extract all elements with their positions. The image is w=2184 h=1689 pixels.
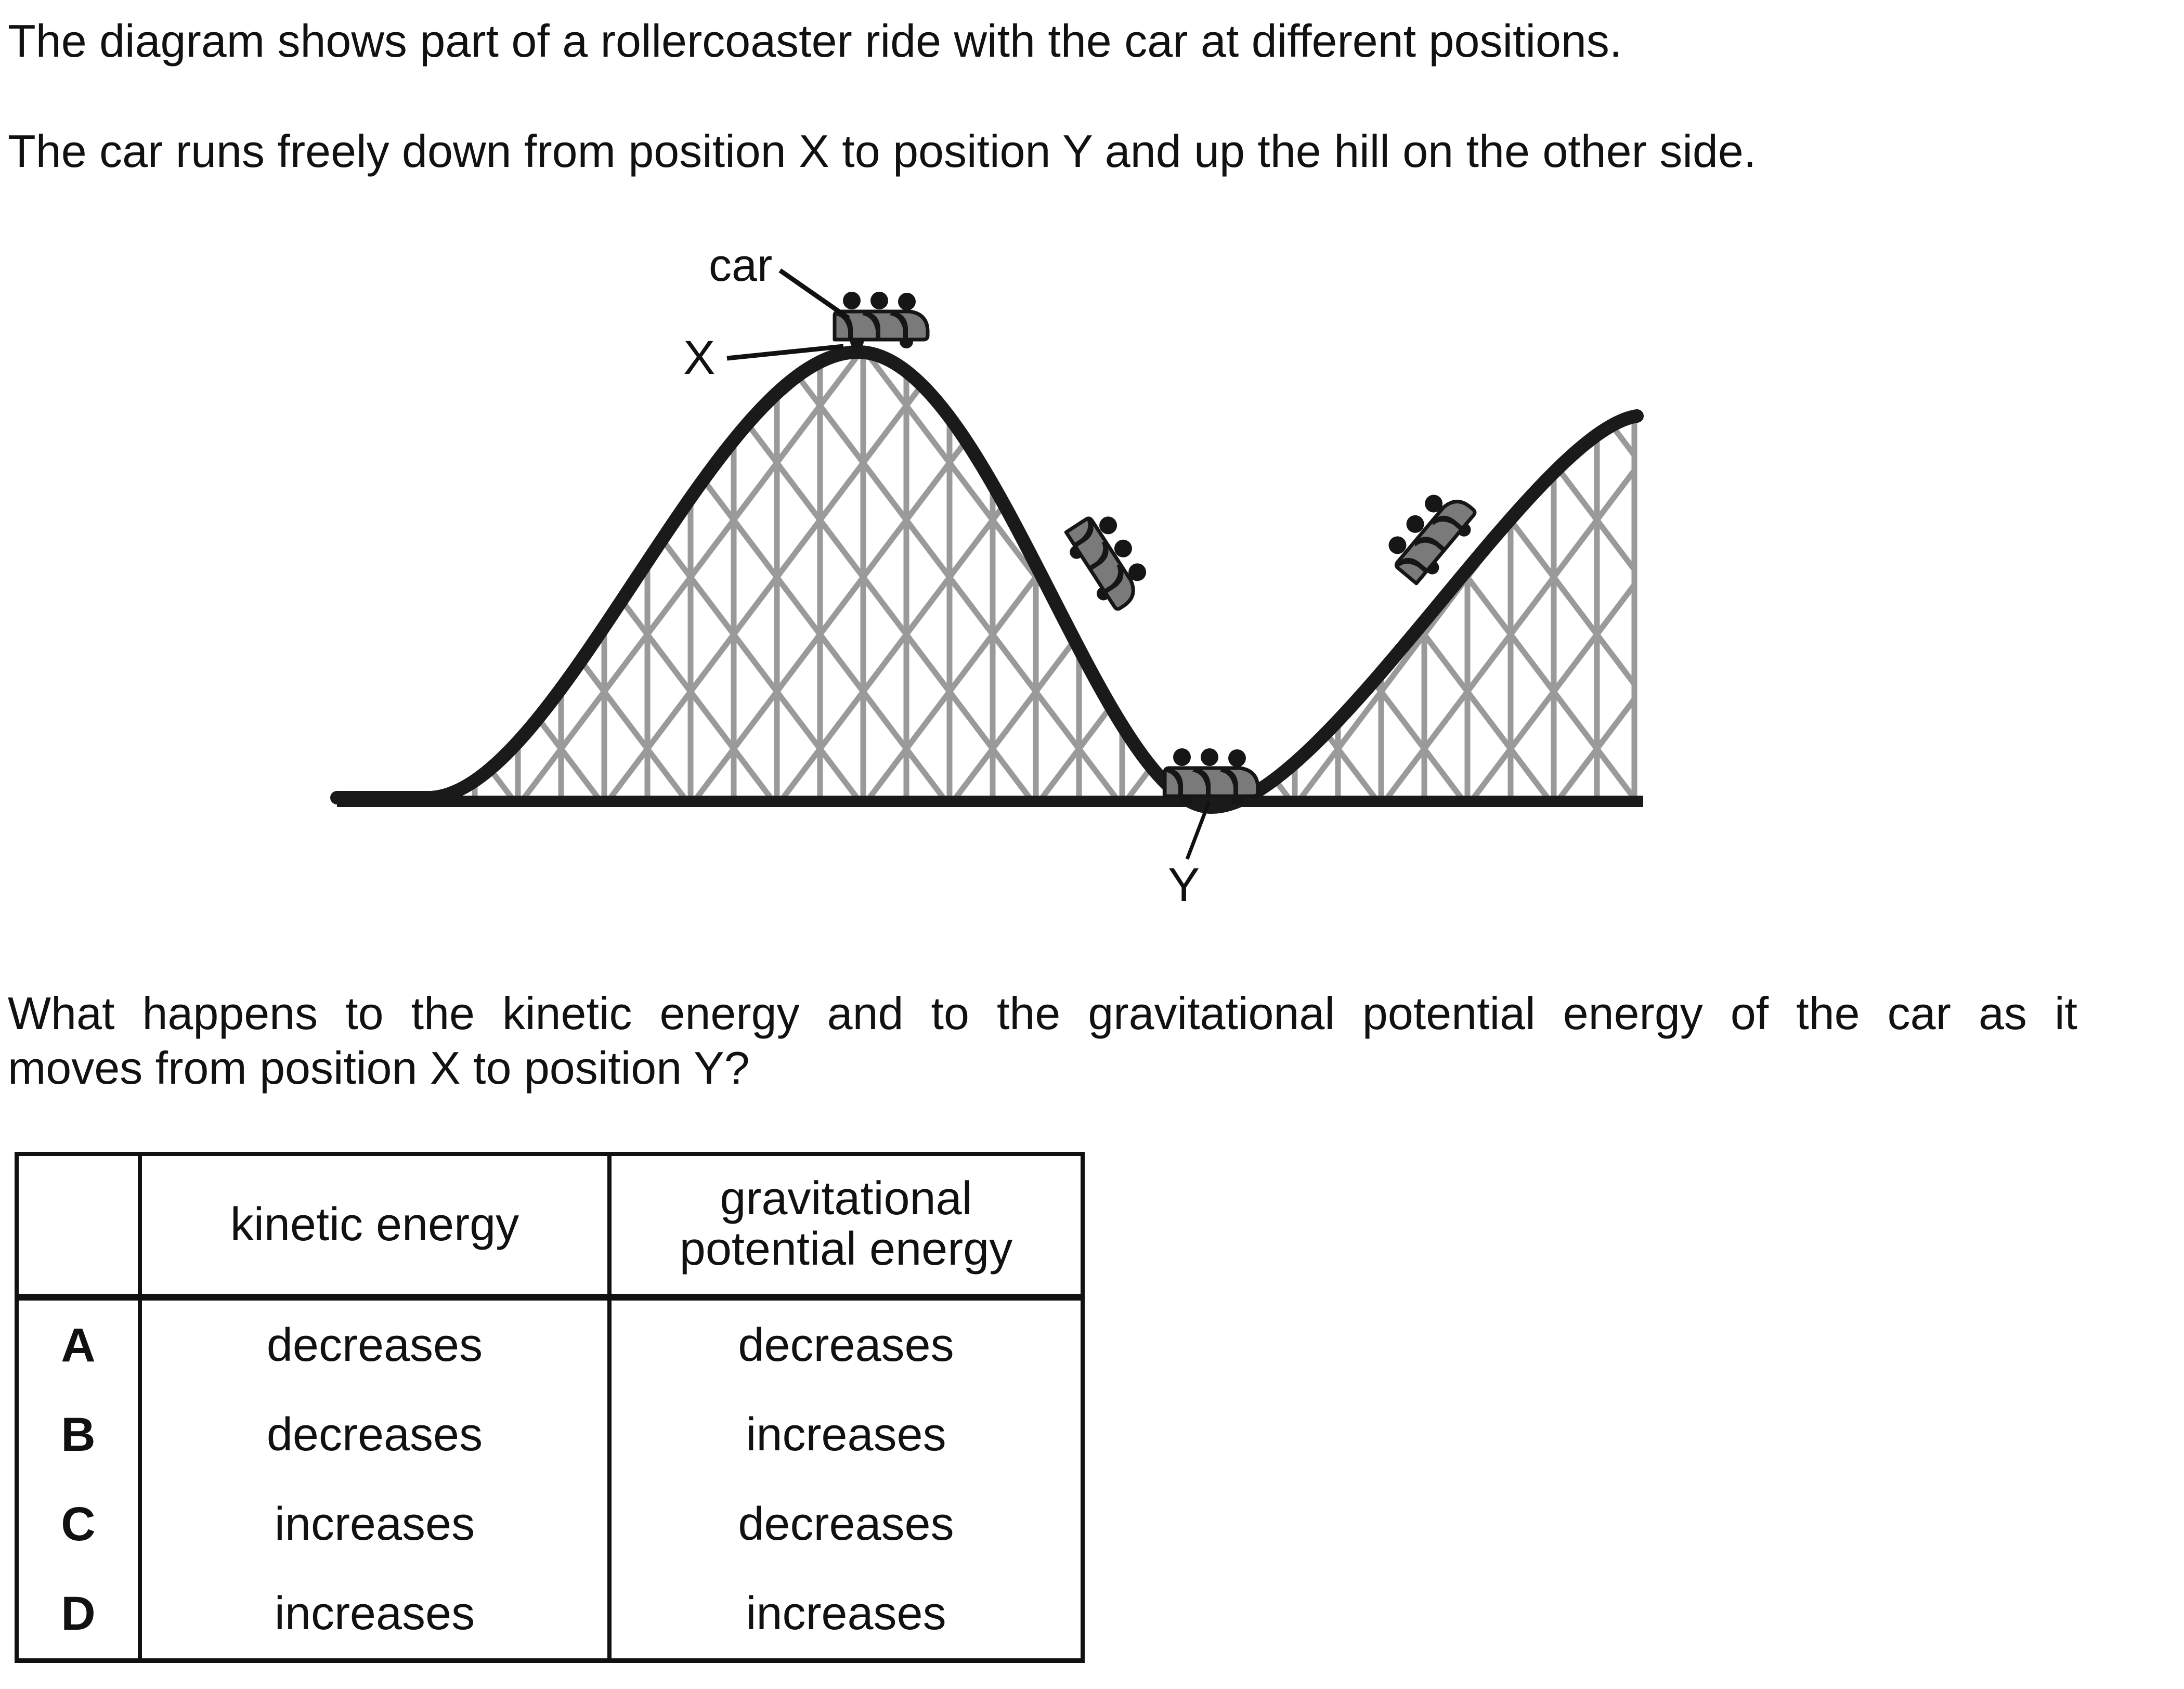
row-a-gpe: decreases xyxy=(607,1297,1085,1390)
rollercoaster-track xyxy=(330,345,1644,814)
rollercoaster-diagram: car X Y xyxy=(330,239,1644,912)
row-c-gpe: decreases xyxy=(607,1479,1085,1569)
question-line-1: What happens to the kinetic energy and t… xyxy=(8,988,2077,1039)
table-header-row: kinetic energy gravitational potential e… xyxy=(15,1152,1085,1301)
row-b-gpe: increases xyxy=(607,1390,1085,1479)
row-b-kinetic: decreases xyxy=(138,1390,612,1479)
intro-paragraph-2: The car runs freely down from position X… xyxy=(8,125,1757,177)
header-cell-kinetic-energy: kinetic energy xyxy=(138,1152,612,1301)
table-row-c: C increases decreases xyxy=(15,1479,1085,1569)
table-row-b: B decreases increases xyxy=(15,1390,1085,1479)
table-row-a: A decreases decreases xyxy=(15,1297,1085,1390)
option-letter-a: A xyxy=(15,1297,142,1390)
answer-options-table: kinetic energy gravitational potential e… xyxy=(15,1152,1085,1663)
header-cell-blank xyxy=(15,1152,142,1301)
car-at-position-y xyxy=(1165,748,1258,805)
header-cell-gpe: gravitational potential energy xyxy=(607,1152,1085,1301)
position-y-label: Y xyxy=(1168,859,1200,912)
option-letter-b: B xyxy=(15,1390,142,1479)
row-c-kinetic: increases xyxy=(138,1479,612,1569)
row-d-gpe: increases xyxy=(607,1569,1085,1663)
car-at-position-x xyxy=(835,292,928,348)
truss-lattice-fill xyxy=(432,353,1637,807)
x-label-pointer-line xyxy=(726,344,844,361)
car-descending-slope xyxy=(1059,506,1157,615)
question-paragraph: What happens to the kinetic energy and t… xyxy=(8,986,2077,1095)
row-a-kinetic: decreases xyxy=(138,1297,612,1390)
car-label: car xyxy=(709,239,772,291)
header-gpe-text: gravitational potential energy xyxy=(679,1173,1013,1275)
option-letter-d: D xyxy=(15,1569,142,1663)
y-label-pointer-line xyxy=(1185,801,1211,860)
car-label-pointer-line xyxy=(778,268,850,320)
option-letter-c: C xyxy=(15,1479,142,1569)
row-d-kinetic: increases xyxy=(138,1569,612,1663)
position-x-label: X xyxy=(683,331,715,384)
intro-paragraph-1: The diagram shows part of a rollercoaste… xyxy=(8,15,1622,67)
question-line-2: moves from position X to position Y? xyxy=(8,1042,750,1094)
table-row-d: D increases increases xyxy=(15,1569,1085,1663)
